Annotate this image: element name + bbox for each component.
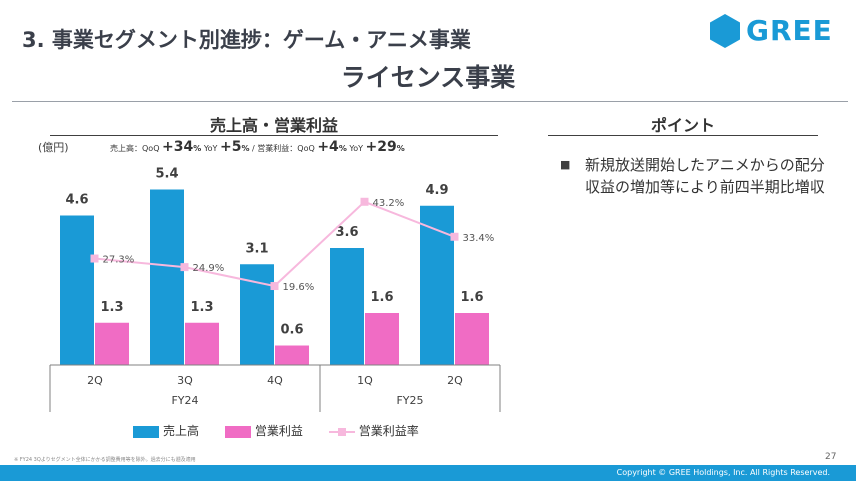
sales-bar <box>420 205 454 365</box>
unit-label: (億円) <box>38 141 69 154</box>
sales-bar <box>60 215 94 365</box>
footnote: ※ FY24 3Qよりセグメント全体にかかる調整費用等を除外。過去分にも遡及適用 <box>14 457 196 463</box>
category-label: 2Q <box>87 374 103 387</box>
margin-data-label: 24.9% <box>193 263 225 274</box>
legend-label: 営業利益 <box>254 424 303 438</box>
legend-item-operating-profit: 営業利益 <box>224 422 303 439</box>
logo-text: GREE <box>746 14 833 47</box>
margin-point <box>270 282 279 291</box>
category-label: 3Q <box>177 374 193 387</box>
margin-data-label: 19.6% <box>283 282 315 293</box>
sales-growth-label: 売上高： <box>110 144 142 153</box>
operating-profit-data-label: 1.3 <box>100 300 123 315</box>
pct-sign: % <box>193 144 202 153</box>
margin-data-label: 33.4% <box>463 233 495 244</box>
qoq-label: QoQ <box>142 144 160 153</box>
pct-sign: % <box>338 144 347 153</box>
qoq-label: QoQ <box>297 144 315 153</box>
operating-profit-bar <box>185 322 219 365</box>
point-title: ポイント <box>650 116 715 135</box>
sales-bar <box>150 189 184 365</box>
point-title-divider <box>548 135 818 136</box>
page-number: 27 <box>825 452 837 462</box>
operating-profit-bar <box>365 313 399 365</box>
sales-data-label: 5.4 <box>155 167 178 182</box>
margin-point <box>90 254 99 263</box>
operating-profit-data-label: 1.6 <box>370 290 393 305</box>
growth-separator: / <box>252 144 255 153</box>
op-qoq-value: +4 <box>317 139 339 155</box>
sales-qoq-value: +34 <box>162 139 194 155</box>
gree-logo: GREE <box>708 13 838 49</box>
category-label: 4Q <box>267 374 283 387</box>
yoy-label: YoY <box>203 144 218 153</box>
margin-point <box>360 197 369 206</box>
sales-data-label: 4.6 <box>65 193 88 208</box>
bullet-icon: ■ <box>560 158 571 171</box>
legend-item-margin: 営業利益率 <box>328 422 419 439</box>
op-growth-label: 営業利益： <box>257 144 298 153</box>
category-label: 1Q <box>357 374 373 387</box>
operating-profit-data-label: 0.6 <box>280 323 303 338</box>
page-subtitle: ライセンス事業 <box>340 63 516 92</box>
group-label: FY25 <box>396 394 423 407</box>
pct-sign: % <box>241 144 250 153</box>
footer-bar: Copyright © GREE Holdings, Inc. All Righ… <box>0 465 856 481</box>
operating-profit-bar <box>275 345 309 365</box>
point-text: 新規放送開始したアニメからの配分収益の増加等により前四半期比増収 <box>585 156 825 196</box>
margin-line <box>94 200 455 288</box>
yoy-label: YoY <box>349 144 363 153</box>
copyright: Copyright © GREE Holdings, Inc. All Righ… <box>616 468 830 477</box>
growth-summary: 売上高：QoQ +34% YoY +5% / 営業利益：QoQ +4% YoY … <box>110 139 405 155</box>
legend-label: 売上高 <box>163 424 200 438</box>
page-title: 3. 事業セグメント別進捗：ゲーム・アニメ事業 <box>22 28 471 52</box>
bar-line-chart: 4.6 1.3 5.4 1.3 3.1 0.6 3.6 1.6 4.9 1.6 27.3% 24.9%… <box>49 167 501 412</box>
operating-profit-data-label: 1.3 <box>190 300 213 315</box>
chart-title: 売上高・営業利益 <box>209 116 338 135</box>
category-label: 2Q <box>447 374 463 387</box>
sales-yoy-value: +5 <box>219 139 242 155</box>
hexagon-logo-icon <box>710 14 740 48</box>
margin-data-label: 43.2% <box>373 198 405 209</box>
operating-profit-data-label: 1.6 <box>460 290 483 305</box>
legend-swatch-operating-profit <box>224 425 251 438</box>
operating-profit-bar <box>455 313 489 365</box>
sales-bar <box>240 264 274 365</box>
chart-title-divider <box>50 135 498 136</box>
chart-legend: 売上高 営業利益 営業利益率 <box>133 422 441 439</box>
header-divider <box>12 101 848 102</box>
margin-point <box>180 263 189 272</box>
operating-profit-bar <box>95 322 129 365</box>
group-label: FY24 <box>171 394 198 407</box>
legend-item-sales: 売上高 <box>133 422 199 439</box>
margin-point <box>450 232 459 241</box>
sales-data-label: 4.9 <box>425 183 448 198</box>
legend-label: 営業利益率 <box>358 424 419 438</box>
op-yoy-value: +29 <box>365 139 397 155</box>
sales-bar <box>330 248 364 365</box>
margin-data-label: 27.3% <box>103 255 135 266</box>
legend-swatch-margin <box>328 426 355 438</box>
sales-data-label: 3.1 <box>245 241 268 256</box>
sales-data-label: 3.6 <box>335 225 358 240</box>
legend-swatch-sales <box>133 425 159 438</box>
pct-sign: % <box>396 144 405 153</box>
